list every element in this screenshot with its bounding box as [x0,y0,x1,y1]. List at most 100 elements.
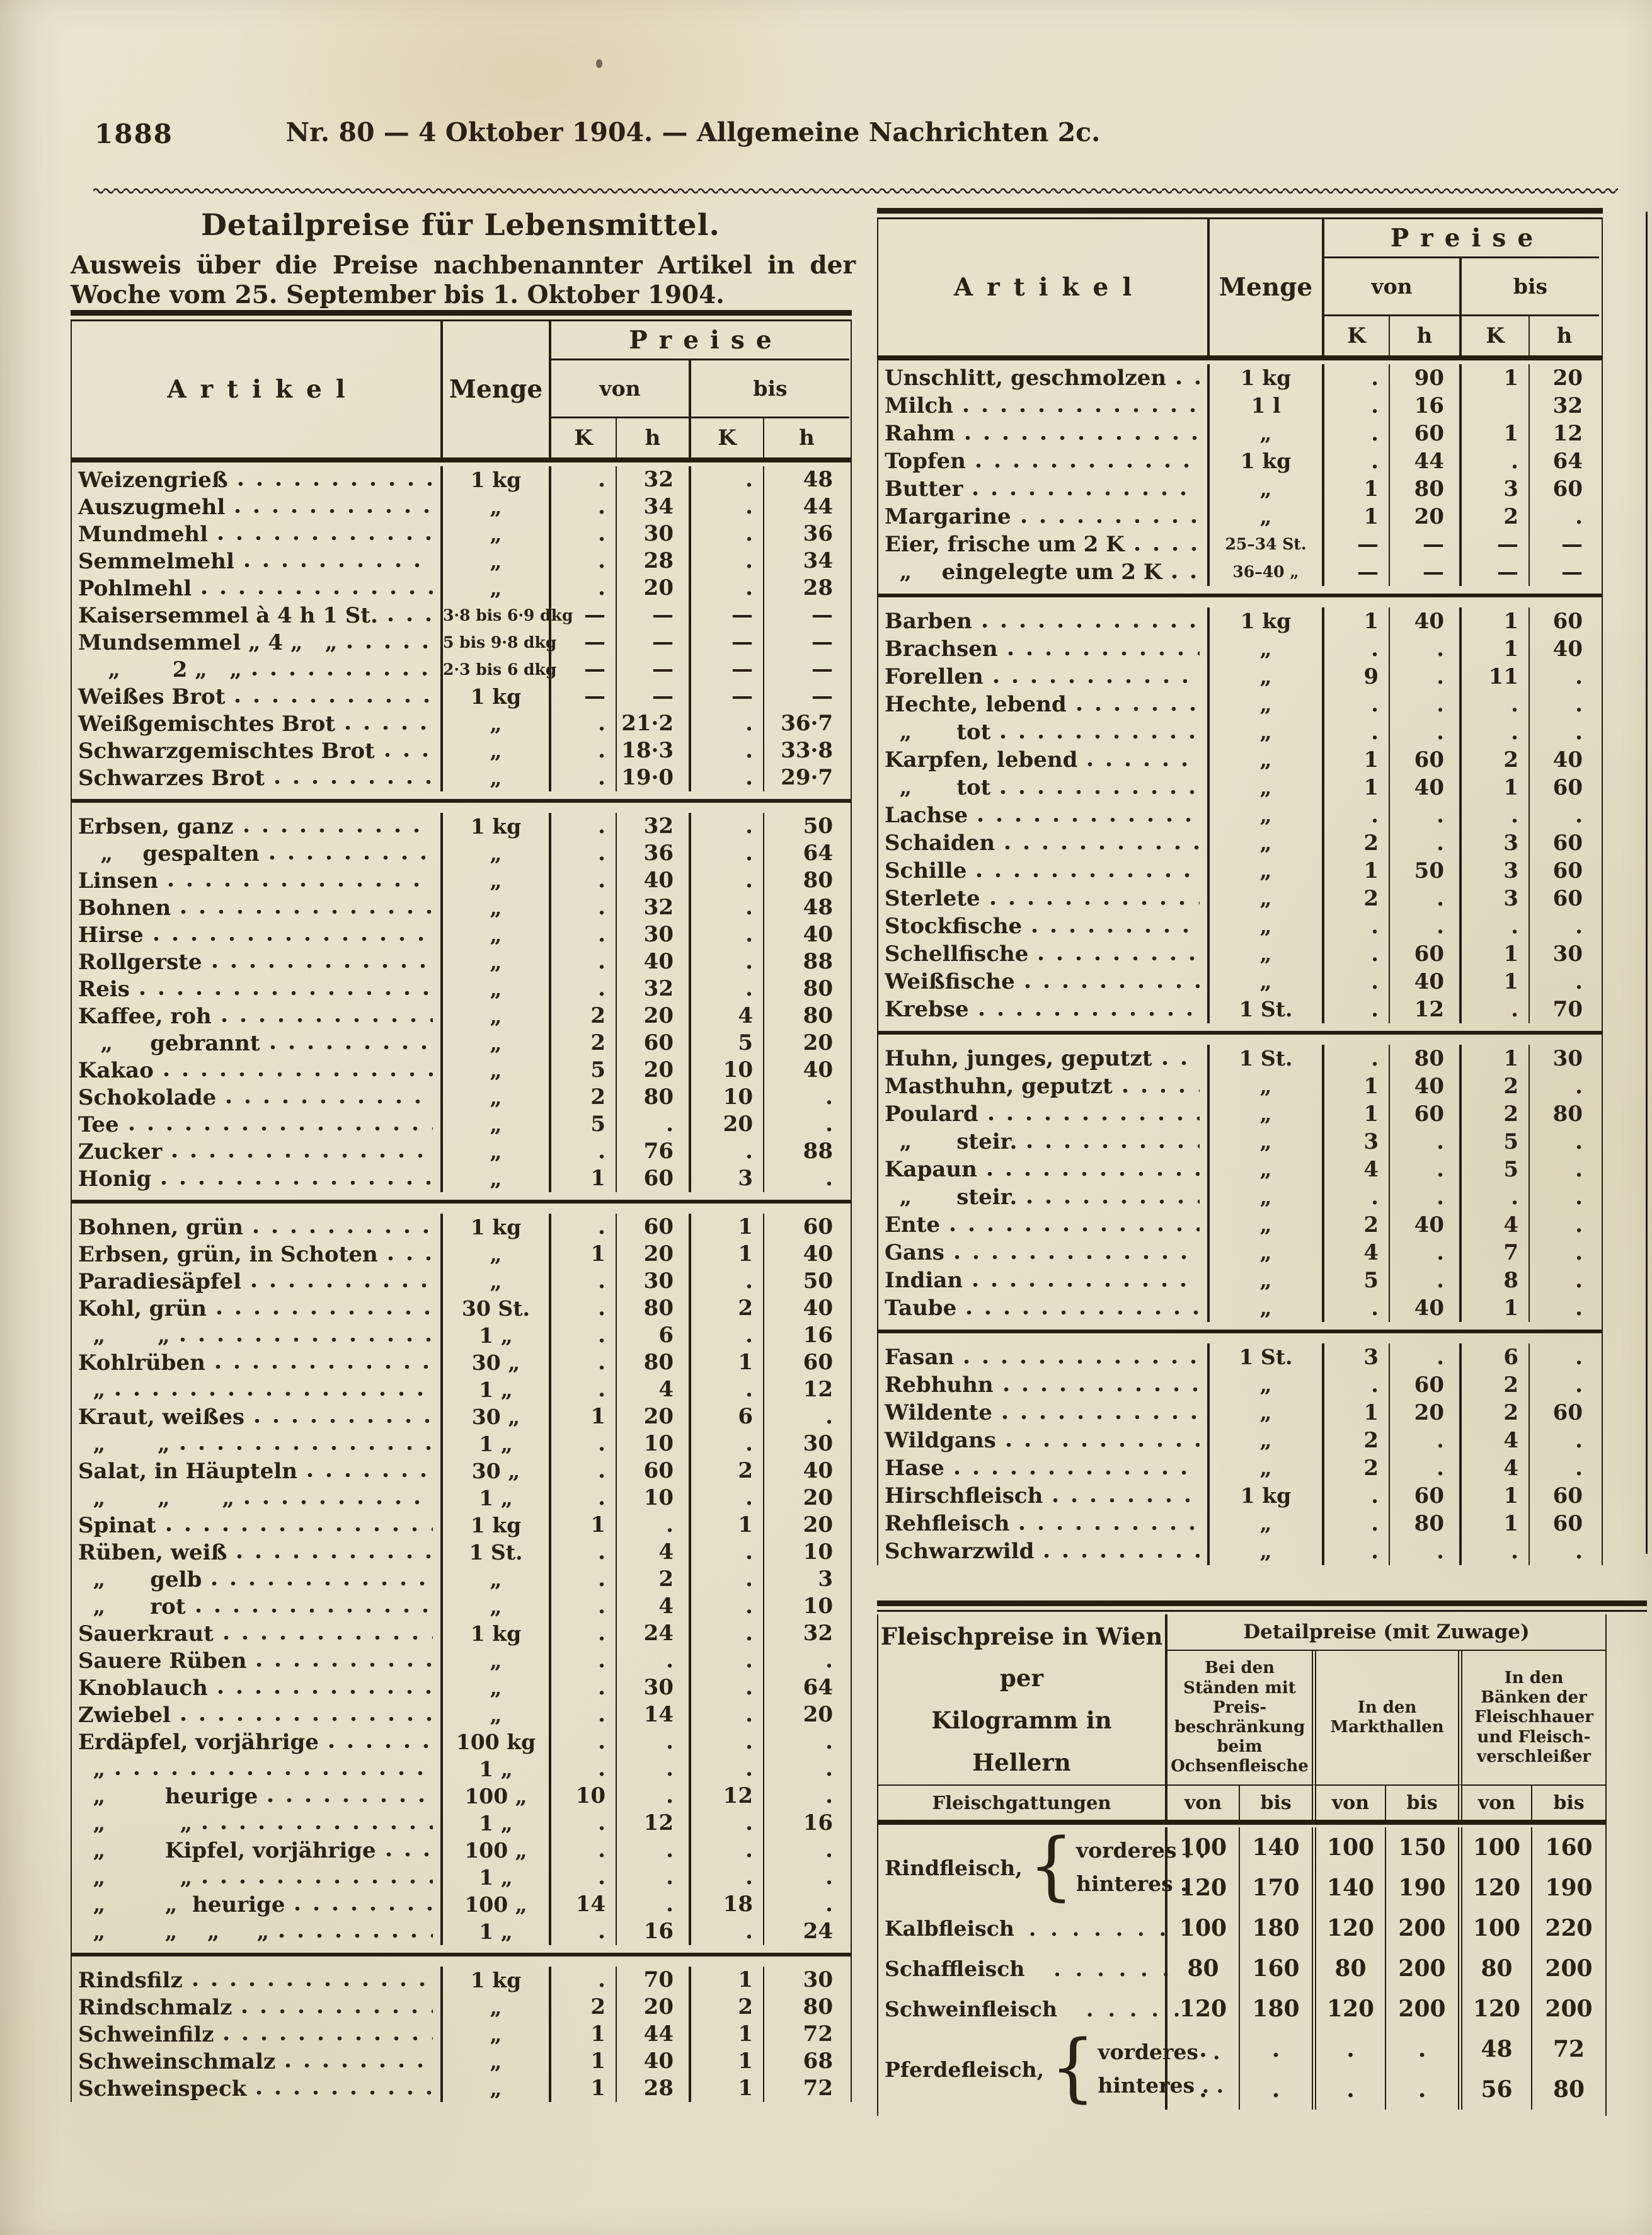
table-row: Salat, in Häupteln 30 „. 60 2 40 [72,1457,851,1485]
table-row: „ steir. „ 3. 5. [878,1128,1602,1156]
von-heller-value: 60 [616,1457,689,1485]
von-kronen-value: . [549,1810,616,1837]
menge-value: „ [440,520,549,548]
artikel-label: Weißfische [885,969,1015,994]
bis-kronen-value: — [689,602,763,629]
dot-leader [226,1100,433,1104]
bis-kronen-value: 1 [1459,607,1529,635]
artikel-label: Hirschfleisch [885,1483,1043,1508]
von-heller-value: 16 [616,1918,689,1945]
artikel-cell: Zucker [72,1138,440,1165]
von-kronen-value: . [549,466,616,493]
table-row: Huhn, junges, geputzt 1 St.. 80 1 30 [878,1045,1602,1072]
bis-heller-value: 34 [763,548,849,575]
table-row: „ Kipfel, vorjährige 100 „.... [72,1837,851,1864]
table-row: „ eingelegte um 2 K 36–40 „ — — — — [878,558,1602,586]
table-row: Rüben, weiß 1 St.. 4. 10 [72,1539,851,1566]
table-row: „ „ 1 „. 10. 30 [72,1430,851,1457]
von-heller-value: 10 [616,1485,689,1512]
bis-kronen-value: 1 [689,2048,763,2075]
table-row: Weißgemischtes Brot „. 21·2. 36·7 [72,710,851,737]
menge-value: 25–34 St. [1207,531,1322,558]
dot-leader [195,1609,433,1613]
table-row: Indian „ 5. 8. [878,1267,1602,1294]
article-intro: Ausweis über die Preise nachbenannter Ar… [71,251,856,309]
von-heller-value: 40 [1389,1072,1459,1100]
dot-leader [954,1255,1200,1260]
dot-leader [1001,734,1200,739]
von-kronen-value: 3 [1322,1128,1389,1156]
artikel-label: Poulard [885,1101,978,1127]
artikel-label: „ „ „ „ [78,1919,270,1945]
menge-value: 2·3 bis 6 dkg [440,656,556,683]
artikel-cell: Kakao [72,1057,440,1084]
menge-value: „ [440,710,549,737]
dot-leader [967,1310,1200,1315]
artikel-cell: Bohnen, grün [72,1214,440,1241]
von-kronen-value: . [1322,1045,1389,1072]
bis-kronen-value: . [689,948,763,975]
bis-kronen-value: . [689,1268,763,1295]
artikel-cell: Paradiesäpfel [72,1268,440,1295]
artikel-label: Zwiebel [78,1702,171,1728]
menge-value: „ [1207,746,1322,774]
row-sublabel: vorderes . . [1076,1838,1206,1863]
brace-glyph: { [1050,2024,1096,2110]
bis-heller-value: . [763,1783,849,1810]
table-row-group-pferdefleisch: Pferdefleisch, { vorderes . hinteres . .… [878,2029,1605,2110]
row-label: Rindfleisch, { vorderes . . hinteres . [878,1827,1206,1908]
artikel-cell: Milch [878,392,1207,420]
von-heller-value: — [616,656,689,683]
artikel-cell: Bohnen [72,894,440,921]
menge-value: 1 kg [1207,1482,1322,1510]
von-heller-value: . [1389,691,1459,718]
bis-heller-value: 70 [1529,996,1599,1023]
table-row: Erdäpfel, vorjährige 100 kg.... [72,1728,851,1755]
von-heller-value: . [616,1891,689,1918]
artikel-label: Bohnen [78,895,171,921]
von-heller-value: 44 [616,2021,689,2048]
dot-leader [242,2009,433,2014]
artikel-label: Weizengrieß [78,467,228,493]
table-row: Zucker „. 76. 88 [72,1138,851,1165]
dot-leader [1122,1088,1200,1093]
table-row: Rollgerste „. 40. 88 [72,948,851,975]
dot-leader [255,1419,433,1423]
artikel-label: Auszugmehl [78,494,226,520]
section-divider [878,1330,1602,1333]
von-heller-value: 90 [1389,364,1459,392]
menge-value: „ [1207,475,1322,503]
menge-value: „ [440,1165,549,1192]
bis-heller-value: . [1529,1156,1599,1183]
menge-value: 1 St. [1207,1045,1322,1072]
fleisch-title-line1: Fleischpreise in Wien per [880,1622,1163,1692]
von-kronen-value: . [549,1295,616,1322]
artikel-cell: Eier, frische um 2 K [878,531,1207,558]
bis-heller-value: . [763,1647,849,1674]
menge-value: 1 kg [440,1620,549,1647]
von-kronen-value: . [549,948,616,975]
bis-kronen-value: 3 [1459,857,1529,885]
lebensmittel-table-right: Artikel Menge Preise von bis K h K h Uns… [877,208,1603,1565]
von-kronen-value: . [549,1457,616,1485]
table-row: Eier, frische um 2 K 25–34 St. — — — — [878,531,1602,558]
table-row: Mundmehl „. 30. 36 [72,520,851,548]
artikel-label: Reis [78,976,130,1002]
artikel-label: Rindschmalz [78,1994,232,2020]
table-row: Schwarzgemischtes Brot „. 18·3. 33·8 [72,737,851,764]
table-row: Rindschmalz „ 2 20 2 80 [72,1994,851,2021]
artikel-label: Spinat [78,1512,156,1538]
table-top-rule [71,310,852,321]
von-heller-value: 6 [616,1322,689,1349]
von-kronen-value: — [1322,531,1389,558]
artikel-label: Schwarzes Brot [78,765,265,791]
table-row: Gans „ 4. 7. [878,1239,1602,1267]
price-value: 56 [1458,2069,1531,2110]
dot-leader [269,856,433,860]
von-heller-value: . [616,1755,689,1783]
dot-leader [990,900,1200,905]
menge-value: „ [440,1241,549,1268]
von-heller-value: 40 [616,2048,689,2075]
artikel-cell: Taube [878,1294,1207,1322]
von-heller-value: . [1389,635,1459,663]
